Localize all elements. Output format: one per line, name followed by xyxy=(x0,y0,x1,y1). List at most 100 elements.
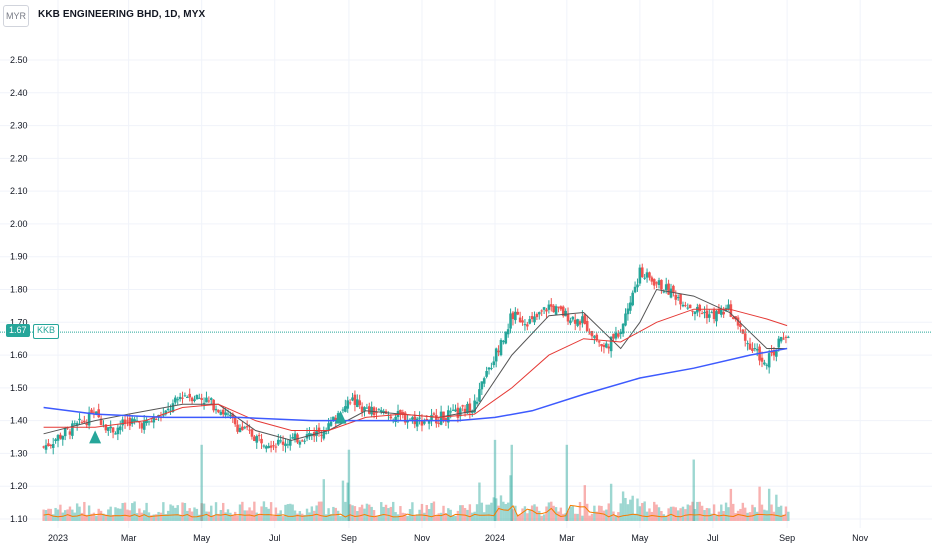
candle-body xyxy=(772,350,776,356)
candle-body xyxy=(504,332,508,344)
volume-bar xyxy=(502,501,505,521)
volume-bar xyxy=(389,506,393,521)
volume-bar xyxy=(590,513,594,521)
volume-bar xyxy=(145,502,148,521)
volume-bar xyxy=(202,503,206,521)
volume-bar xyxy=(260,506,263,521)
volume-bar xyxy=(166,510,170,521)
volume-bar xyxy=(710,513,713,521)
x-tick-label: Nov xyxy=(414,533,431,543)
candle-body xyxy=(655,282,658,284)
candle-body xyxy=(116,427,120,435)
volume-bar xyxy=(296,513,299,521)
volume-bar xyxy=(44,510,48,521)
volume-bar xyxy=(188,508,191,521)
volume-bar xyxy=(358,507,361,521)
candle-body xyxy=(217,409,220,413)
candle-body xyxy=(698,304,702,312)
volume-bar xyxy=(480,502,484,521)
candle-body xyxy=(169,410,172,412)
volume-bar xyxy=(712,504,716,521)
volume-bar xyxy=(406,515,409,521)
volume-bar xyxy=(140,512,144,521)
volume-bar xyxy=(727,507,730,521)
volume-bar xyxy=(245,510,249,521)
candle-body xyxy=(344,406,347,412)
volume-bar xyxy=(54,507,57,521)
candle-body xyxy=(691,310,694,312)
candle-body xyxy=(248,429,251,431)
y-tick-label: 1.20 xyxy=(10,481,28,491)
candle-body xyxy=(51,444,55,448)
candle-body xyxy=(250,429,254,437)
volume-bar xyxy=(612,511,615,521)
volume-bar xyxy=(432,501,436,521)
candle-body xyxy=(284,443,287,447)
volume-bar xyxy=(104,514,108,521)
volume-bar xyxy=(753,507,757,521)
volume-bar xyxy=(324,514,328,521)
volume-bar xyxy=(131,503,134,521)
volume-bar xyxy=(562,513,565,521)
volume-bar xyxy=(504,504,507,521)
candle-body xyxy=(54,439,57,442)
volume-bar xyxy=(171,505,175,521)
candle-body xyxy=(712,309,716,319)
volume-bar xyxy=(229,512,232,521)
volume-bar xyxy=(530,505,534,521)
volume-bar xyxy=(238,504,242,521)
volume-bar xyxy=(272,515,275,521)
candle-body xyxy=(190,397,194,402)
volume-bar xyxy=(347,449,351,521)
candle-body xyxy=(272,445,275,447)
volume-bar xyxy=(638,506,642,521)
candle-body xyxy=(499,340,503,356)
volume-bar xyxy=(317,501,321,521)
x-tick-label: Sep xyxy=(341,533,357,543)
candle-body xyxy=(152,417,156,423)
volume-bar xyxy=(444,513,448,521)
volume-bar xyxy=(691,501,694,521)
candle-body xyxy=(497,350,500,353)
volume-bar xyxy=(404,513,407,521)
candle-body xyxy=(700,313,704,315)
volume-bar xyxy=(291,504,294,521)
x-tick-label: May xyxy=(193,533,211,543)
volume-bar xyxy=(614,515,618,521)
volume-bar xyxy=(756,511,759,521)
candle-body xyxy=(533,316,536,323)
volume-bar xyxy=(56,509,60,521)
candle-body xyxy=(104,424,108,431)
candle-body xyxy=(219,411,223,415)
candle-body xyxy=(236,424,239,432)
candle-body xyxy=(770,351,773,353)
volume-bar xyxy=(492,497,496,521)
currency-button[interactable]: MYR xyxy=(3,5,29,27)
volume-bar xyxy=(744,507,747,521)
volume-bar xyxy=(581,515,584,521)
volume-bar xyxy=(542,514,546,521)
volume-bar xyxy=(526,513,529,521)
volume-bar xyxy=(190,511,194,521)
candle-body xyxy=(269,445,273,448)
candle-body xyxy=(583,314,587,325)
volume-bar xyxy=(636,498,639,521)
volume-bar xyxy=(557,511,560,521)
candle-body xyxy=(59,434,62,439)
volume-bar xyxy=(588,515,591,521)
candle-body xyxy=(188,393,191,398)
candle-body xyxy=(660,279,663,290)
candle-body xyxy=(147,421,151,423)
candle-body xyxy=(363,407,366,411)
volume-bar xyxy=(320,501,323,521)
volume-bar xyxy=(473,511,476,521)
volume-bar xyxy=(516,514,519,521)
volume-bar xyxy=(665,515,668,521)
y-tick-label: 1.60 xyxy=(10,350,28,360)
volume-bar xyxy=(154,514,158,521)
candle-body xyxy=(130,418,134,424)
candle-body xyxy=(588,333,591,335)
volume-bar xyxy=(176,505,179,521)
